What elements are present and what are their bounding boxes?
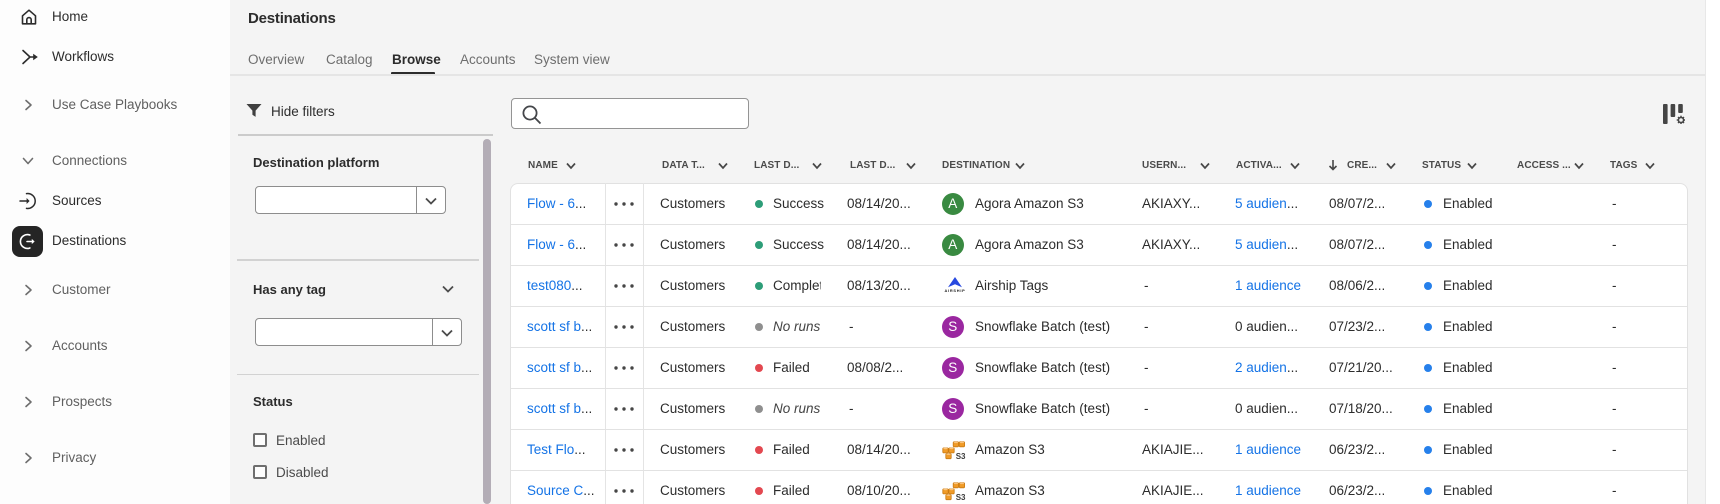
svg-text:AIRSHIP: AIRSHIP xyxy=(944,288,965,293)
svg-text:S3: S3 xyxy=(956,493,966,502)
svg-text:S3: S3 xyxy=(956,452,966,461)
